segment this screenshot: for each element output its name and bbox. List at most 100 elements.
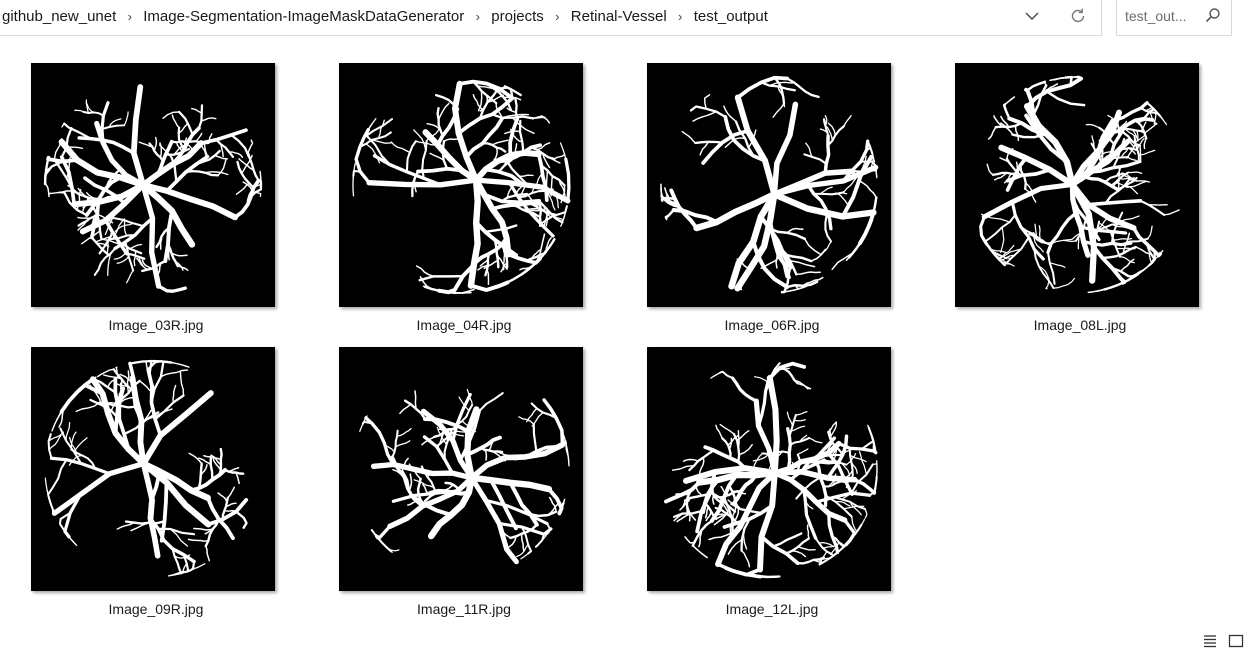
vessel-path: [82, 110, 105, 117]
vessel-path: [791, 549, 807, 558]
breadcrumb-item-github-new-unet[interactable]: github_new_unet: [2, 7, 117, 25]
breadcrumb-item-test-output[interactable]: test_output: [693, 7, 768, 25]
large-icons-view-icon[interactable]: [1227, 633, 1245, 649]
vessel-path: [704, 505, 709, 519]
search-input[interactable]: [1125, 7, 1203, 25]
vessel-path: [1136, 129, 1139, 142]
vessel-path: [772, 450, 784, 464]
vessel-path: [195, 132, 203, 142]
vessel-path: [715, 424, 724, 440]
vessel-path: [841, 462, 851, 477]
vessel-path: [530, 402, 558, 420]
vessel-path: [1136, 137, 1145, 150]
vessel-path: [415, 265, 435, 278]
vessel-path: [870, 434, 877, 454]
chevron-right-icon[interactable]: ›: [555, 8, 560, 24]
vessel-path: [1163, 209, 1180, 216]
vessel-path: [352, 169, 362, 177]
vessel-path: [394, 440, 411, 448]
vessel-path: [803, 153, 828, 165]
file-item[interactable]: Image_06R.jpg: [647, 63, 897, 343]
vessel-path: [390, 141, 411, 154]
search-icon[interactable]: [1205, 7, 1221, 23]
vessel-path: [1149, 111, 1158, 125]
vessel-path: [850, 463, 874, 495]
vessel-path: [719, 370, 734, 379]
vessel-path: [542, 211, 548, 228]
vessel-path: [825, 434, 849, 480]
vessel-path: [223, 468, 245, 475]
breadcrumb-item-projects[interactable]: projects: [491, 7, 544, 25]
vessel-path: [827, 122, 836, 136]
vessel-path: [736, 429, 750, 442]
details-view-icon[interactable]: [1201, 633, 1219, 649]
vessel-path: [63, 492, 83, 539]
vessel-path: [826, 125, 846, 147]
vessel-path: [228, 151, 244, 158]
file-item[interactable]: Image_12L.jpg: [647, 347, 897, 627]
search-box[interactable]: [1116, 0, 1232, 36]
vessel-path: [44, 179, 50, 198]
vessel-path: [491, 113, 535, 120]
vessel-path: [722, 496, 734, 534]
vessel-path: [806, 183, 833, 231]
file-item[interactable]: Image_09R.jpg: [31, 347, 281, 627]
vessel-path: [758, 214, 793, 270]
vessel-path: [727, 484, 740, 510]
file-item[interactable]: Image_03R.jpg: [31, 63, 281, 343]
vessel-path: [812, 191, 845, 196]
vessel-path: [720, 502, 728, 512]
vessel-path: [701, 477, 721, 514]
vessel-path: [170, 361, 190, 368]
vessel-path: [146, 360, 173, 371]
vessel-path: [538, 202, 542, 228]
vessel-path: [206, 498, 249, 527]
vessel-path: [849, 501, 862, 516]
vessel-path: [1111, 101, 1149, 123]
vessel-path: [377, 119, 385, 139]
file-item[interactable]: Image_11R.jpg: [339, 347, 589, 627]
vessel-path: [82, 197, 90, 212]
vessel-path: [1112, 137, 1126, 169]
file-item[interactable]: Image_08L.jpg: [955, 63, 1205, 343]
vessel-path: [1096, 216, 1109, 230]
vessel-path: [981, 181, 1075, 220]
vessel-path: [1058, 76, 1078, 80]
vessel-path: [130, 84, 146, 188]
vessel-path: [699, 141, 710, 156]
vessel-path: [387, 475, 475, 529]
vessel-path: [1099, 222, 1115, 234]
file-item[interactable]: Image_04R.jpg: [339, 63, 589, 343]
vessel-path: [65, 421, 71, 442]
vessel-path: [723, 105, 737, 123]
vessel-path: [148, 142, 165, 163]
vessel-path: [858, 179, 878, 199]
vessel-path: [727, 435, 739, 446]
vessel-path: [116, 255, 130, 264]
vessel-path: [560, 184, 566, 204]
vessel-path: [1109, 116, 1155, 135]
breadcrumb-item-retinal-vessel[interactable]: Retinal-Vessel: [570, 7, 667, 25]
address-bar[interactable]: github_new_unet › Image-Segmentation-Ima…: [0, 0, 1102, 36]
vessel-path: [1024, 182, 1035, 195]
vessel-path: [140, 460, 212, 528]
breadcrumb-item-repo[interactable]: Image-Segmentation-ImageMaskDataGenerato…: [143, 7, 465, 25]
vessel-path: [507, 535, 517, 548]
vessel-path: [456, 96, 515, 136]
vessel-path: [671, 464, 695, 471]
vessel-path: [794, 284, 808, 290]
chevron-right-icon[interactable]: ›: [678, 8, 683, 24]
chevron-right-icon[interactable]: ›: [475, 8, 480, 24]
vessel-path: [1033, 248, 1055, 290]
chevron-right-icon[interactable]: ›: [127, 8, 132, 24]
vessel-path: [713, 508, 730, 526]
vessel-path: [391, 429, 399, 459]
address-history-button[interactable]: [1018, 3, 1046, 29]
vessel-path: [163, 209, 174, 263]
vessel-path: [457, 79, 512, 99]
vessel-path: [1120, 223, 1134, 229]
vessel-path: [1145, 101, 1161, 117]
vessel-path: [235, 182, 251, 195]
vessel-path: [193, 527, 214, 531]
refresh-button[interactable]: [1064, 3, 1092, 29]
